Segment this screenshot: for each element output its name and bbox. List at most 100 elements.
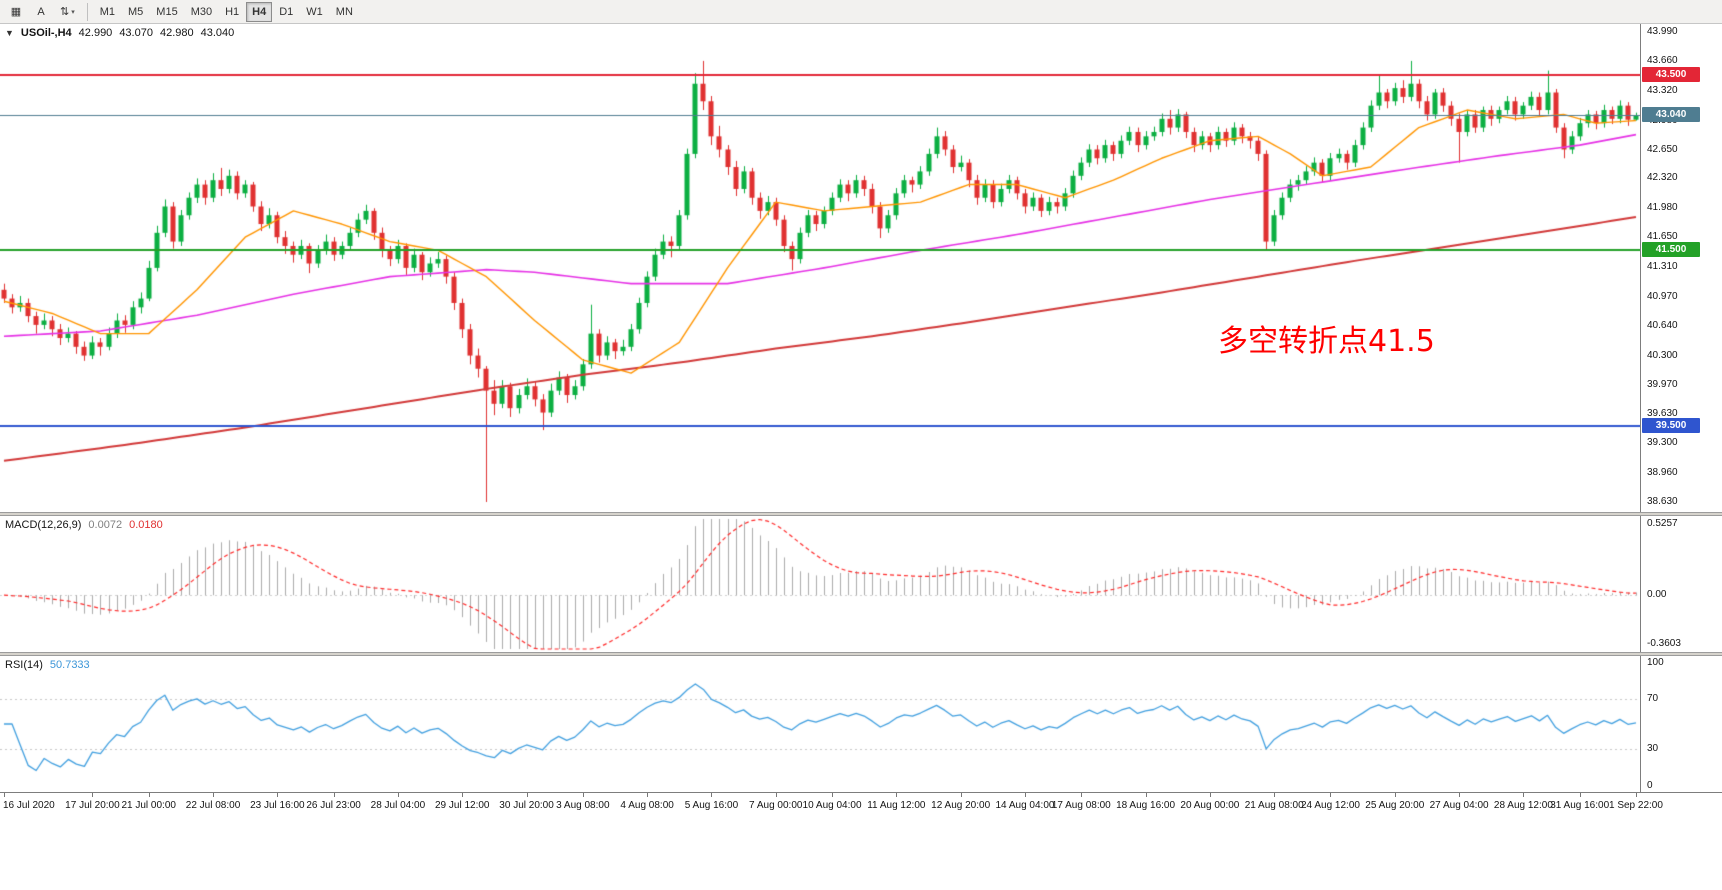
price-axis-label: 39.630 xyxy=(1647,408,1678,420)
chart-grid-button[interactable]: ▦ xyxy=(4,2,28,22)
time-axis-tick xyxy=(149,793,150,797)
time-axis-label: 7 Aug 00:00 xyxy=(749,800,803,811)
macd-main-value: 0.0072 xyxy=(88,519,123,531)
time-axis-label: 27 Aug 04:00 xyxy=(1429,800,1489,811)
price-axis-label: 40.640 xyxy=(1647,319,1678,331)
main-chart-pane: 43.990 43.660 43.320 42.980 42.650 42.320 41.9… xyxy=(0,24,1722,512)
time-axis-label: 28 Aug 12:00 xyxy=(1493,800,1553,811)
rsi-canvas[interactable] xyxy=(0,656,1640,792)
time-axis-label: 22 Jul 08:00 xyxy=(185,800,241,811)
rsi-axis-label: 70 xyxy=(1647,693,1659,705)
time-axis-tick xyxy=(776,793,777,797)
price-axis-label: 43.990 xyxy=(1647,26,1678,37)
price-axis-label: 38.630 xyxy=(1647,496,1678,507)
timeframe-h1-button[interactable]: H1 xyxy=(225,5,240,18)
time-axis-label: 17 Aug 08:00 xyxy=(1051,800,1111,811)
price-axis-label: 39.300 xyxy=(1647,437,1678,449)
timeframe-mn-button[interactable]: MN xyxy=(335,5,353,18)
macd-signal-value: 0.0180 xyxy=(129,519,163,531)
timeframe-m1-button[interactable]: M1 xyxy=(99,5,116,18)
text-annotate-button[interactable]: A xyxy=(29,2,53,22)
pane-splitter[interactable] xyxy=(0,512,1722,516)
macd-label: MACD(12,26,9) xyxy=(5,519,82,531)
time-axis-tick xyxy=(583,793,584,797)
price-tag: 39.500 xyxy=(1642,417,1700,433)
time-axis-label: 18 Aug 16:00 xyxy=(1116,800,1176,811)
time-axis-label: 20 Aug 00:00 xyxy=(1180,800,1240,811)
time-axis-label: 28 Jul 04:00 xyxy=(370,800,426,811)
time-axis-label: 26 Jul 23:00 xyxy=(306,800,361,811)
time-axis: 16 Jul 2020 17 Jul 20:00 21 Jul 00:00 22 Ju… xyxy=(0,792,1722,890)
time-axis-label: 21 Aug 08:00 xyxy=(1244,800,1304,811)
symbol-timeframe-label: USOil-,H4 xyxy=(20,27,72,39)
rsi-label: RSI(14) xyxy=(5,659,43,671)
macd-header: MACD(12,26,9) 0.0072 0.0180 xyxy=(5,519,163,531)
time-axis-tick xyxy=(334,793,335,797)
time-axis-label: 16 Jul 2020 xyxy=(3,800,55,811)
toolbar: ▦ A ⇅ ▾ M1 M5 M15 M30 H1 H4 D1 W1 MN xyxy=(0,0,1722,24)
one-click-trading-icon[interactable]: ▼ xyxy=(5,28,14,38)
rsi-axis-label: 100 xyxy=(1647,657,1664,668)
price-axis-label: 38.960 xyxy=(1647,467,1678,479)
macd-pane: 0.5257 0.00 -0.3603 MACD(12,26,9) 0.0072 0… xyxy=(0,516,1722,652)
macd-axis-label: 0.5257 xyxy=(1647,518,1678,529)
price-axis-label: 39.970 xyxy=(1647,378,1678,390)
time-axis-tick xyxy=(961,793,962,797)
time-axis-label: 11 Aug 12:00 xyxy=(867,800,926,811)
rsi-axis: 100 70 30 0 xyxy=(1640,656,1722,792)
time-axis-label: 14 Aug 04:00 xyxy=(995,800,1055,811)
price-axis-label: 43.320 xyxy=(1647,84,1678,96)
time-axis-tick xyxy=(213,793,214,797)
time-axis-label: 10 Aug 04:00 xyxy=(802,800,862,811)
price-tag: 43.040 xyxy=(1642,107,1700,123)
time-axis-tick xyxy=(1523,793,1524,797)
macd-canvas[interactable] xyxy=(0,516,1640,652)
time-axis-tick xyxy=(4,793,5,797)
time-axis-tick xyxy=(462,793,463,797)
timeframe-w1-button[interactable]: W1 xyxy=(306,5,323,18)
time-axis-label: 24 Aug 12:00 xyxy=(1300,800,1360,811)
timeframe-m5-button[interactable]: M5 xyxy=(128,5,144,18)
time-axis-label: 21 Jul 00:00 xyxy=(121,800,176,811)
pane-splitter[interactable] xyxy=(0,652,1722,656)
rsi-header: RSI(14) 50.7333 xyxy=(5,659,90,671)
price-tag: 41.500 xyxy=(1642,242,1700,258)
time-axis-label: 4 Aug 08:00 xyxy=(620,800,674,811)
time-axis-tick xyxy=(896,793,897,797)
dropdown-caret-icon: ▾ xyxy=(71,8,75,16)
macd-axis: 0.5257 0.00 -0.3603 xyxy=(1640,516,1722,652)
price-axis-label: 41.650 xyxy=(1647,231,1678,243)
time-axis-label: 3 Aug 08:00 xyxy=(556,800,610,811)
time-axis-tick xyxy=(1210,793,1211,797)
time-axis-label: 31 Aug 16:00 xyxy=(1550,800,1610,811)
chart-grid-icon: ▦ xyxy=(10,6,22,18)
timeframe-m15-button[interactable]: M15 xyxy=(156,5,178,18)
annotation-text[interactable]: 多空转折点41.5 xyxy=(1218,324,1435,359)
time-axis-label: 12 Aug 20:00 xyxy=(931,800,991,811)
time-axis-tick xyxy=(1330,793,1331,797)
price-chart-canvas[interactable] xyxy=(0,24,1640,512)
text-annotate-icon: A xyxy=(37,5,45,18)
macd-axis-label: -0.3603 xyxy=(1647,638,1681,649)
timeframe-m30-button[interactable]: M30 xyxy=(190,5,213,18)
ohlc-open: 42.990 xyxy=(78,27,113,39)
time-axis-tick xyxy=(1395,793,1396,797)
objects-list-button[interactable]: ⇅ ▾ xyxy=(54,2,81,22)
price-tag: 43.500 xyxy=(1642,66,1700,82)
ohlc-close: 43.040 xyxy=(200,27,235,39)
rsi-axis-label: 30 xyxy=(1647,742,1659,754)
ohlc-high: 43.070 xyxy=(119,27,153,39)
time-axis-label: 5 Aug 16:00 xyxy=(684,800,739,811)
time-axis-tick xyxy=(1025,793,1026,797)
rsi-axis-label: 0 xyxy=(1647,780,1653,791)
timeframe-d1-button[interactable]: D1 xyxy=(279,5,294,18)
price-axis-label: 41.980 xyxy=(1647,202,1678,214)
time-axis-tick xyxy=(832,793,833,797)
time-axis-tick xyxy=(1081,793,1082,797)
chart-header: ▼ USOil-,H4 42.990 43.070 42.980 43.040 xyxy=(5,27,234,39)
time-axis-label: 23 Jul 16:00 xyxy=(250,800,305,811)
time-axis-label: 17 Jul 20:00 xyxy=(65,800,120,811)
time-axis-tick xyxy=(92,793,93,797)
timeframe-h4-button[interactable]: H4 xyxy=(246,1,273,22)
